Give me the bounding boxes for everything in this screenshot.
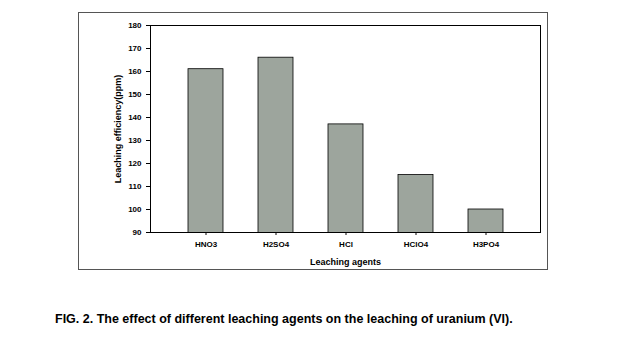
svg-text:110: 110 (129, 182, 142, 191)
svg-text:H2SO4: H2SO4 (263, 240, 290, 249)
svg-text:HClO4: HClO4 (404, 240, 429, 249)
svg-text:130: 130 (128, 136, 142, 145)
svg-text:Leaching agents: Leaching agents (310, 257, 381, 267)
svg-text:170: 170 (128, 44, 142, 53)
svg-text:160: 160 (128, 67, 142, 76)
svg-text:H3PO4: H3PO4 (473, 240, 500, 249)
svg-text:Leaching efficiency(ppm): Leaching efficiency(ppm) (113, 75, 123, 184)
svg-text:140: 140 (128, 113, 142, 122)
svg-text:90: 90 (133, 228, 142, 237)
svg-text:120: 120 (128, 159, 142, 168)
svg-text:HCl: HCl (339, 240, 353, 249)
html-text:FIG. 2. The effect of differen: FIG. 2. The effect of different leaching… (55, 312, 513, 326)
svg-text:180: 180 (128, 21, 142, 30)
svg-text:HNO3: HNO3 (195, 240, 218, 249)
svg-text:100: 100 (128, 205, 142, 214)
svg-text:150: 150 (128, 90, 142, 99)
